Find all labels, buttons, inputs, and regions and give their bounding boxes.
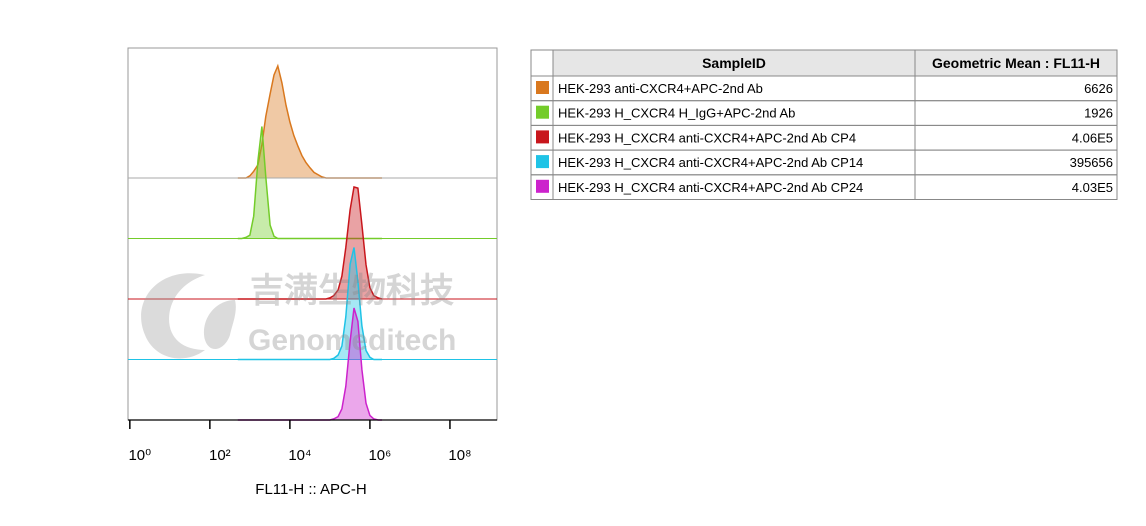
histogram-fill: [237, 247, 382, 360]
legend-swatch: [536, 179, 549, 193]
histogram-fill: [237, 308, 382, 420]
x-tick-label: 10²: [209, 447, 231, 464]
sample-id: HEK-293 H_CXCR4 anti-CXCR4+APC-2nd Ab CP…: [558, 155, 863, 170]
watermark: 吉满生物科技 Genomeditech: [141, 272, 456, 359]
statistics-table: SampleID Geometric Mean : FL11-H HEK-293 a…: [530, 49, 1118, 201]
legend-swatch: [536, 155, 549, 169]
legend-swatch: [536, 81, 549, 94]
histogram-plot: 10⁰ 10² 10⁴ 10⁶ 10⁸: [127, 47, 498, 464]
x-axis-label: FL11-H :: APC-H: [255, 481, 366, 498]
x-tick-label: 10⁸: [448, 447, 471, 464]
geometric-mean: 395656: [1070, 155, 1113, 170]
geometric-mean: 4.06E5: [1072, 130, 1113, 145]
header-cell: [914, 49, 1118, 77]
column-header: Geometric Mean : FL11-H: [932, 55, 1100, 71]
x-tick-label: 10⁶: [368, 447, 391, 464]
histogram-fill: [237, 66, 382, 178]
table-cell: [914, 174, 1118, 201]
histogram-fill: [237, 187, 382, 299]
watermark-chinese: 吉满生物科技: [250, 272, 454, 310]
geometric-mean: 6626: [1084, 81, 1113, 96]
x-tick-label: 10⁰: [128, 447, 151, 464]
legend-swatch: [536, 105, 549, 119]
geometric-mean: 1926: [1084, 106, 1113, 121]
logo-leaf: [204, 300, 236, 350]
logo-swirl: [141, 273, 205, 359]
x-tick-label: 10⁴: [288, 447, 311, 464]
plot-frame: [127, 47, 498, 421]
geometric-mean: 4.03E5: [1072, 180, 1113, 195]
header-cell: [530, 49, 554, 77]
sample-id: HEK-293 anti-CXCR4+APC-2nd Ab: [558, 81, 763, 96]
legend-swatch: [536, 130, 549, 144]
column-header: SampleID: [702, 55, 766, 71]
watermark-english: Genomeditech: [248, 324, 456, 357]
sample-id: HEK-293 H_CXCR4 anti-CXCR4+APC-2nd Ab CP…: [558, 130, 856, 145]
sample-id: HEK-293 H_CXCR4 H_IgG+APC-2nd Ab: [558, 106, 795, 121]
sample-id: HEK-293 H_CXCR4 anti-CXCR4+APC-2nd Ab CP…: [558, 180, 863, 195]
